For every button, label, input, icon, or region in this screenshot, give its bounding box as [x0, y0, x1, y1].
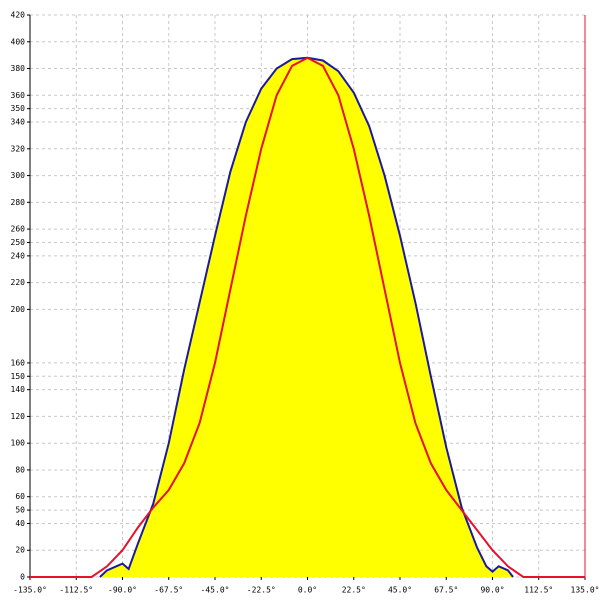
y-tick-label: 250 — [11, 238, 26, 247]
y-tick-label: 140 — [11, 385, 26, 394]
x-tick-label: 45.0° — [388, 586, 412, 595]
x-tick-label: -67.5° — [154, 586, 183, 595]
x-tick-label: 22.5° — [342, 586, 366, 595]
y-tick-label: 360 — [11, 91, 26, 100]
y-tick-label: 420 — [11, 11, 26, 20]
x-tick-label: -45.0° — [201, 586, 230, 595]
x-tick-label: -90.0° — [108, 586, 137, 595]
x-tick-label: 67.5° — [434, 586, 458, 595]
x-tick-label: 90.0° — [480, 586, 504, 595]
x-tick-label: 135.0° — [571, 586, 600, 595]
y-tick-label: 120 — [11, 412, 26, 421]
y-tick-label: 50 — [15, 506, 25, 515]
y-tick-label: 280 — [11, 198, 26, 207]
x-tick-label: -112.5° — [59, 586, 93, 595]
x-tick-label: 0.0° — [298, 586, 317, 595]
x-tick-label: 112.5° — [524, 586, 553, 595]
line — [30, 56, 585, 578]
y-tick-label: 260 — [11, 225, 26, 234]
y-tick-label: 60 — [15, 492, 25, 501]
y-tick-label: 240 — [11, 251, 26, 260]
y-tick-label: 200 — [11, 305, 26, 314]
y-tick-label: 0 — [20, 573, 25, 582]
y-tick-label: 340 — [11, 118, 26, 127]
area — [99, 57, 514, 578]
y-tick-label: 300 — [11, 171, 26, 180]
y-tick-label: 220 — [11, 278, 26, 287]
y-tick-label: 320 — [11, 144, 26, 153]
y-tick-label: 40 — [15, 519, 25, 528]
y-tick-label: 100 — [11, 439, 26, 448]
x-tick-label: -22.5° — [247, 586, 276, 595]
y-tick-label: 380 — [11, 64, 26, 73]
y-tick-label: 350 — [11, 104, 26, 113]
y-tick-label: 20 — [15, 546, 25, 555]
y-tick-label: 400 — [11, 37, 26, 46]
x-tick-label: -135.0° — [13, 586, 47, 595]
y-tick-label: 80 — [15, 465, 25, 474]
y-tick-label: 160 — [11, 358, 26, 367]
y-tick-label: 150 — [11, 372, 26, 381]
